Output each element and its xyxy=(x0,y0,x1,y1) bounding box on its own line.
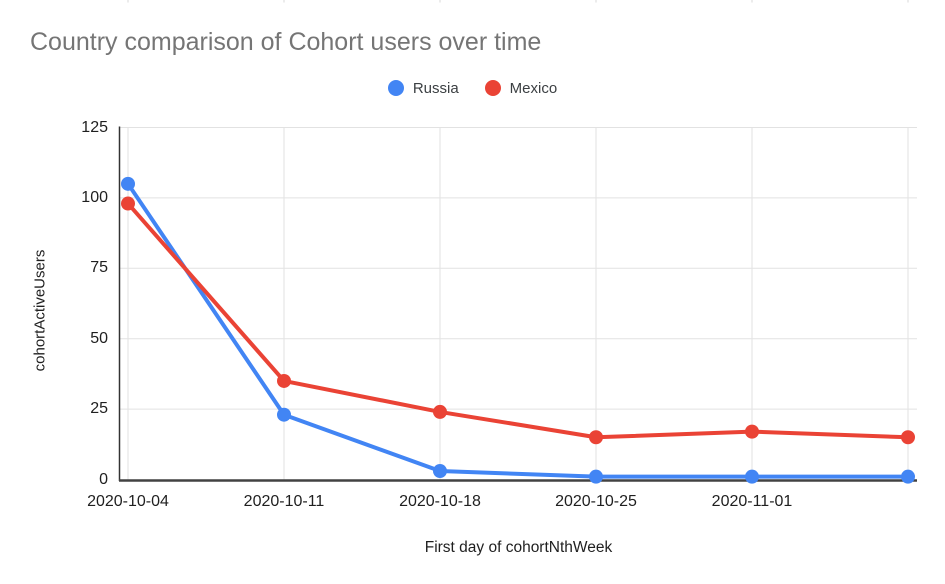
data-point-russia-1[interactable] xyxy=(277,407,291,422)
x-tick-label: 2020-10-18 xyxy=(399,493,481,510)
data-point-mexico-0[interactable] xyxy=(121,196,135,211)
y-tick-label: 125 xyxy=(81,118,108,136)
y-tick-label: 25 xyxy=(90,400,108,418)
legend-label: Mexico xyxy=(509,79,558,97)
data-point-mexico-5[interactable] xyxy=(901,430,915,445)
data-point-russia-4[interactable] xyxy=(745,469,759,484)
data-point-russia-2[interactable] xyxy=(433,464,447,479)
chart-title: Country comparison of Cohort users over … xyxy=(30,28,542,56)
data-point-mexico-1[interactable] xyxy=(277,373,291,388)
y-tick-label: 100 xyxy=(81,188,108,206)
y-tick-label: 75 xyxy=(90,259,108,277)
chart-legend: Russia Mexico xyxy=(0,77,945,99)
x-tick-label: 2020-10-04 xyxy=(87,493,169,510)
data-point-russia-0[interactable] xyxy=(121,176,135,191)
data-point-mexico-2[interactable] xyxy=(433,404,447,419)
legend-label: Russia xyxy=(412,79,459,97)
x-axis-title: First day of cohortNthWeek xyxy=(424,539,613,556)
y-tick-label: 0 xyxy=(99,470,108,488)
legend-dot-mexico xyxy=(484,80,501,96)
legend-item-russia[interactable]: Russia xyxy=(387,79,459,97)
series-line-mexico xyxy=(126,201,910,440)
x-tick-label: 2020-11-01 xyxy=(711,493,793,510)
series-line-russia xyxy=(126,181,910,479)
y-tick-label: 50 xyxy=(90,329,108,347)
legend-dot-russia xyxy=(387,80,404,96)
data-point-russia-3[interactable] xyxy=(589,469,603,484)
x-tick-label: 2020-10-25 xyxy=(555,493,637,510)
x-tick-label: 2020-10-11 xyxy=(243,493,325,510)
data-point-russia-5[interactable] xyxy=(901,469,915,484)
data-point-mexico-3[interactable] xyxy=(589,430,603,445)
data-point-mexico-4[interactable] xyxy=(745,424,759,439)
legend-item-mexico[interactable]: Mexico xyxy=(484,79,558,97)
y-axis-title: cohortActiveUsers xyxy=(31,249,49,372)
